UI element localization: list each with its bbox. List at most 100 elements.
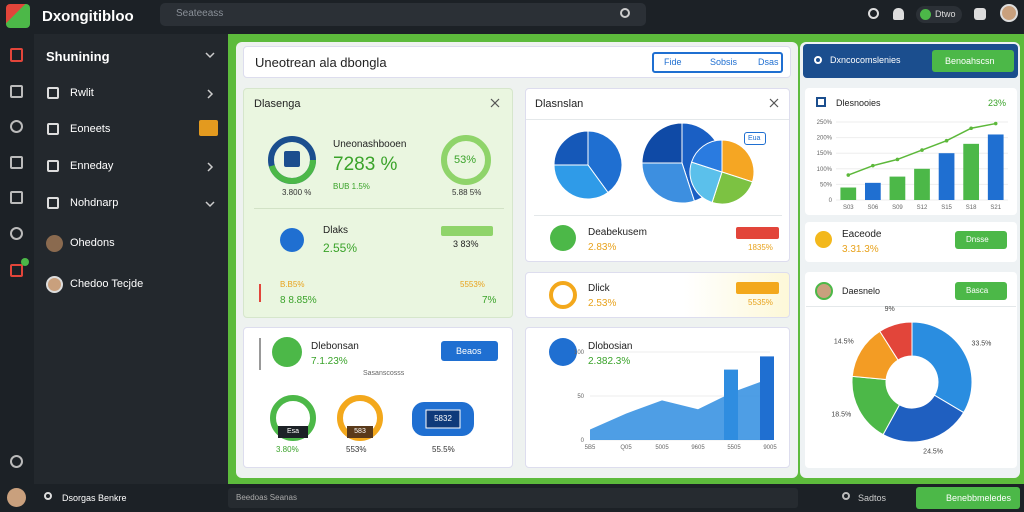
button[interactable] — [932, 50, 1014, 72]
button-label: Beaos — [456, 346, 482, 356]
card — [525, 272, 790, 318]
footer-input[interactable] — [228, 488, 798, 508]
footer-input-text: Beedoas Seanas — [236, 493, 297, 502]
status-text: Dtwo — [935, 9, 956, 19]
avatar[interactable] — [1000, 4, 1018, 22]
menu-item[interactable]: Eoneets — [70, 123, 111, 135]
menu-icon — [47, 160, 59, 172]
gauge-label: 55.5% — [432, 445, 455, 454]
tab[interactable]: Sobsis — [710, 57, 738, 67]
row-value: 5553% — [460, 280, 485, 289]
menu-icon — [47, 123, 59, 135]
page-title: Uneotrean ala dbongla — [255, 55, 387, 70]
tab[interactable]: Fide — [664, 57, 682, 67]
card-title: Dlasenga — [254, 98, 301, 110]
rail-icon[interactable] — [10, 264, 23, 277]
sidebar — [34, 34, 228, 484]
badge-caption: 1835% — [748, 243, 773, 252]
metric-change: BUB 1.5% — [333, 182, 370, 191]
card-title: Daesnelo — [842, 286, 881, 296]
button[interactable] — [955, 231, 1007, 249]
card-icon — [815, 231, 832, 248]
row-value: 7% — [482, 295, 497, 306]
footer-icon — [44, 492, 52, 500]
divider — [526, 119, 789, 120]
metric-value: 7283 % — [333, 154, 398, 175]
search-box[interactable] — [160, 3, 646, 26]
divider — [534, 215, 782, 216]
row-value: 2.83% — [588, 242, 617, 253]
tab[interactable]: Dsas — [758, 57, 779, 67]
header-icon — [814, 56, 822, 64]
help-icon[interactable] — [868, 8, 879, 19]
menu-icon — [47, 87, 59, 99]
menu-item[interactable]: Rwlit — [70, 87, 94, 99]
card — [805, 272, 1017, 468]
row-label: Dlaks — [323, 225, 349, 236]
right-title: Dxncocomslenies — [830, 55, 901, 65]
menu-item[interactable]: Chedoo Tecjde — [70, 278, 144, 290]
button[interactable] — [916, 487, 1020, 509]
bell-icon[interactable] — [893, 8, 904, 20]
status-dot — [920, 9, 931, 20]
rail-icon[interactable] — [10, 455, 23, 468]
badge-value: 3 83% — [453, 239, 479, 249]
card-icon — [815, 282, 833, 300]
row-label: Eaceode — [842, 229, 882, 240]
rail-icon[interactable] — [10, 85, 23, 98]
menu-item[interactable]: Ohedons — [70, 237, 115, 249]
marker — [259, 338, 261, 370]
card-icon — [816, 97, 826, 107]
caption: Sasanscosss — [363, 370, 405, 377]
gauge-label: 3.80% — [276, 445, 299, 454]
pie-badge — [744, 132, 766, 145]
rail-badge — [21, 258, 29, 266]
logo[interactable] — [6, 4, 30, 28]
rail-icon[interactable] — [10, 227, 23, 240]
button[interactable] — [955, 282, 1007, 300]
card-value: 2.382.3% — [588, 356, 631, 367]
footer-icon — [842, 492, 850, 500]
sidebar-header[interactable]: Shunining — [46, 49, 110, 64]
menu-item[interactable]: Enneday — [70, 160, 114, 172]
row-value: 2.55% — [323, 241, 358, 255]
rail-icon[interactable] — [10, 191, 23, 204]
button[interactable] — [441, 341, 498, 361]
footer-avatar — [7, 488, 26, 507]
icon-rail — [0, 34, 34, 484]
card-title: Dlesnooies — [836, 98, 881, 108]
metric-label: Uneonashbooen — [333, 139, 407, 150]
row-value: 2.53% — [588, 298, 617, 309]
row-label: Deabekusem — [588, 227, 647, 238]
card — [243, 88, 513, 318]
ring-value: 53% — [454, 154, 477, 166]
menu-badge — [199, 120, 218, 136]
badge — [736, 282, 779, 294]
rail-icon[interactable] — [10, 156, 23, 169]
button-label: Benebbmeledes — [946, 493, 1012, 503]
menu-avatar — [46, 235, 63, 252]
card-title: Dlasnslan — [535, 98, 584, 110]
marker — [259, 284, 261, 302]
settings-icon[interactable] — [974, 8, 986, 20]
menu-item[interactable]: Nohdnarp — [70, 197, 119, 209]
search-placeholder: Seateeass — [176, 8, 224, 19]
row-value: 8 8.85% — [280, 295, 317, 306]
card-title: Dlobosian — [588, 341, 633, 352]
card — [525, 327, 790, 468]
rail-icon[interactable] — [10, 120, 23, 133]
badge — [736, 227, 779, 239]
row-value: B.B5% — [280, 280, 305, 289]
menu-avatar — [46, 276, 63, 293]
card-value: 7.1.23% — [311, 356, 348, 367]
app-title: Dxongitibloo — [42, 8, 134, 25]
tab-group — [652, 52, 783, 73]
menu-icon — [47, 197, 59, 209]
row-label: Dlick — [588, 283, 610, 294]
search-icon[interactable] — [620, 8, 630, 18]
badge-caption: 5535% — [748, 298, 773, 307]
rail-icon[interactable] — [10, 48, 23, 62]
divider — [254, 208, 504, 209]
badge — [441, 226, 493, 236]
